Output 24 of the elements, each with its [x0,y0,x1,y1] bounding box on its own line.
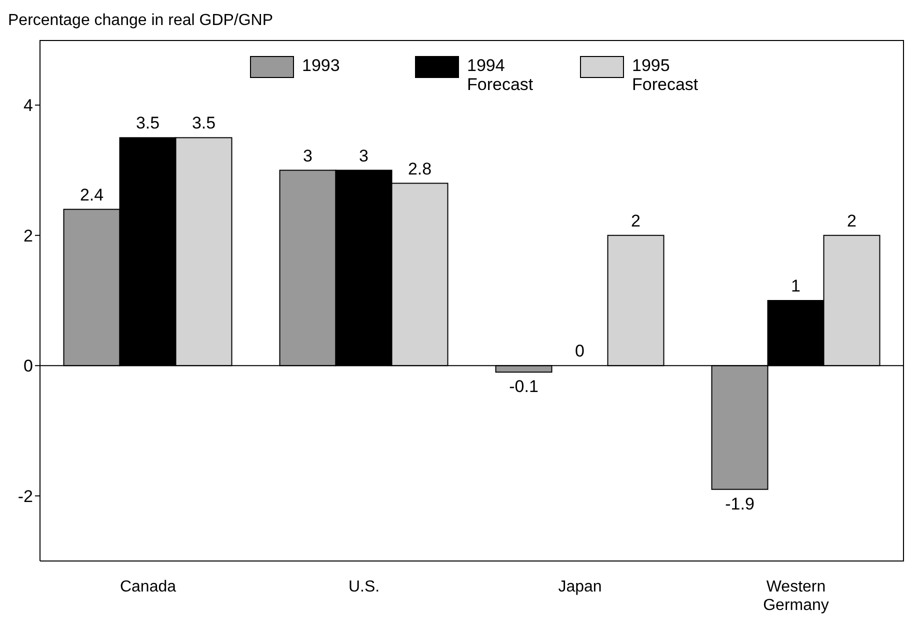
data-label: 3 [303,146,312,166]
x-tick-label: Canada [120,578,176,596]
y-tick-label: -2 [18,486,33,506]
data-label: -0.1 [509,377,538,396]
x-tick-label: U.S. [348,578,380,596]
data-label: 2.8 [408,159,432,178]
x-tick-label: Japan [558,578,602,596]
data-label: 2 [847,211,856,230]
y-tick-label: 4 [24,96,33,116]
data-label: 0 [575,342,584,361]
data-label: 2.4 [80,185,104,204]
y-tick-label: 0 [24,356,33,376]
y-tick-label: 2 [24,226,33,246]
legend-label: 1995 Forecast [632,56,698,94]
x-tick-label: Western Germany [763,578,829,614]
legend-label: 1993 [302,56,340,75]
data-label: 3 [359,146,368,166]
data-label: 3.5 [192,114,216,133]
legend-label: 1994 Forecast [467,56,534,94]
chart-title: Percentage change in real GDP/GNP [8,12,274,30]
data-label: 1 [791,276,800,296]
data-label: -1.9 [725,494,754,514]
data-label: 2 [631,211,640,230]
data-label: 3.5 [136,114,160,133]
